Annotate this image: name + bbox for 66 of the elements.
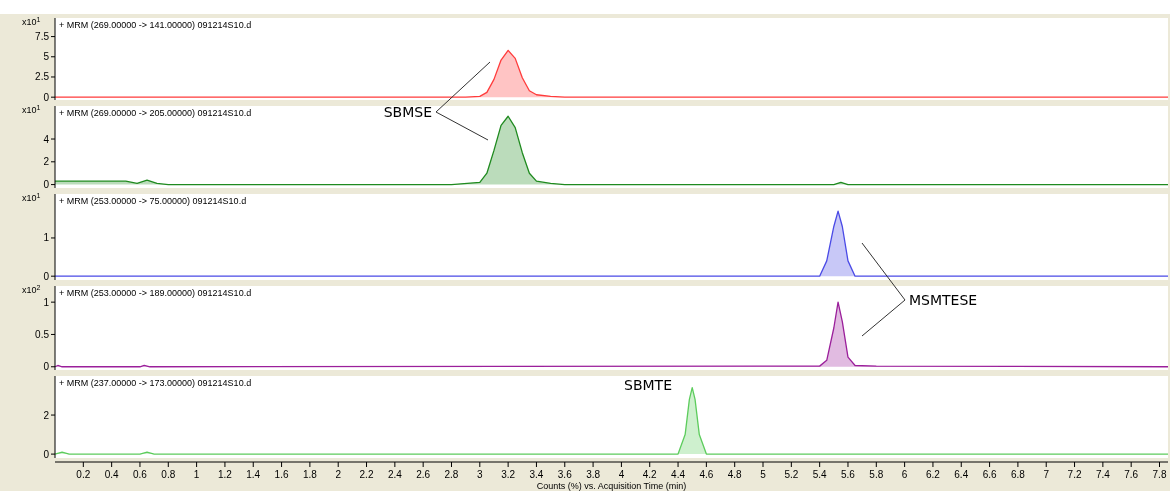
x-tick-label: 3 (477, 469, 484, 480)
x-tick-label: 3.4 (529, 469, 544, 480)
x-tick-label: 4 (618, 469, 625, 480)
y-tick-label: 2.5 (35, 71, 50, 83)
x-tick-label: 4.8 (727, 469, 743, 480)
x-tick-label: 4.4 (671, 469, 686, 480)
annotation: MSMTESE (909, 292, 978, 308)
x-tick-label: 7.6 (1124, 469, 1139, 480)
x-tick-label: 2.6 (416, 469, 431, 480)
x-tick-label: 0.4 (104, 469, 120, 480)
y-axis-title: x10$^{1}$ (22, 191, 41, 203)
x-tick-label: 1.4 (246, 469, 261, 480)
x-tick-label: 2.8 (444, 469, 459, 480)
y-tick-label: 0 (43, 361, 50, 373)
x-tick-label: 0.8 (161, 469, 176, 480)
y-tick-label: 5 (43, 51, 50, 63)
y-axis-title: x10$^{1}$ (22, 103, 41, 115)
x-tick-label: 5.8 (869, 469, 884, 480)
x-tick-label: 4.2 (642, 469, 658, 480)
y-tick-label: 0.5 (35, 328, 50, 340)
chart-title: + MRM (253.00000 -> 189.00000) 091214S10.d (59, 288, 252, 298)
x-tick-label: 5.4 (812, 469, 828, 480)
x-tick-label: 6.4 (954, 469, 969, 480)
x-tick-label: 7.4 (1095, 469, 1111, 480)
x-tick-label: 3.2 (501, 469, 516, 480)
x-tick-label: 2.4 (387, 469, 403, 480)
y-axis-title: x10$^{1}$ (22, 15, 41, 27)
x-tick-label: 6 (901, 469, 908, 480)
y-tick-label: 2 (43, 156, 50, 168)
x-tick-label: 7 (1043, 469, 1050, 480)
y-tick-label: 7.5 (35, 31, 50, 43)
x-axis-title: Counts (%) vs. Acquisition Time (min) (536, 481, 687, 491)
chart-title: + MRM (237.00000 -> 173.00000) 091214S10.d (59, 378, 252, 388)
chart-title: + MRM (269.00000 -> 141.00000) 091214S10.d (59, 20, 252, 30)
y-tick-label: 1 (43, 296, 50, 308)
y-tick-label: 0 (43, 270, 50, 282)
y-axis-title: x10$^{2}$ (22, 283, 41, 295)
x-tick-label: 2.2 (359, 469, 374, 480)
x-tick-label: 5.6 (841, 469, 856, 480)
x-tick-label: 6.8 (1010, 469, 1026, 480)
y-tick-label: 0 (43, 179, 50, 191)
x-tick-label: 1.2 (217, 469, 233, 480)
x-tick-label: 3.6 (557, 469, 573, 480)
x-tick-label: 6.2 (925, 469, 941, 480)
y-tick-label: 1 (43, 232, 50, 244)
y-tick-label: 4 (43, 133, 50, 145)
chart-title: + MRM (269.00000 -> 205.00000) 091214S10.d (59, 108, 252, 118)
x-tick-label: 5.2 (784, 469, 799, 480)
x-tick-label: 7.8 (1152, 469, 1167, 480)
x-tick-label: 0.2 (76, 469, 91, 480)
x-tick-label: 1.6 (274, 469, 289, 480)
y-tick-label: 0 (43, 91, 50, 103)
x-tick-label: 7.2 (1067, 469, 1082, 480)
x-tick-label: 3.8 (586, 469, 601, 480)
x-tick-label: 4.6 (699, 469, 714, 480)
x-tick-label: 1.8 (302, 469, 318, 480)
x-tick-label: 5 (760, 469, 767, 480)
chart-title: + MRM (253.00000 -> 75.00000) 091214S10.d (59, 196, 247, 206)
annotation: SBMSE (383, 104, 432, 120)
x-tick-label: 2 (335, 469, 342, 480)
x-tick-label: 0.6 (133, 469, 148, 480)
y-tick-label: 2 (43, 409, 50, 421)
x-tick-label: 6.6 (982, 469, 997, 480)
annotation: SBMTE (624, 377, 672, 393)
y-tick-label: 0 (43, 448, 50, 460)
x-tick-label: 1 (193, 469, 200, 480)
